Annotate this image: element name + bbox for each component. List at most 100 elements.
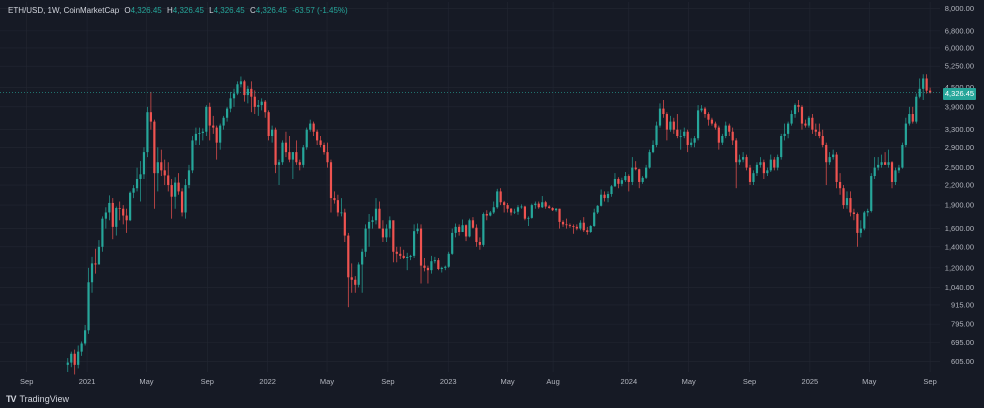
candle-body	[454, 226, 457, 233]
candle	[603, 191, 606, 202]
candle	[336, 194, 340, 217]
candle	[160, 149, 163, 177]
candle-body	[759, 162, 762, 165]
candle-body	[506, 205, 509, 209]
price-tick-label: 695.00	[951, 338, 974, 347]
candle-body	[239, 81, 243, 85]
candle-body	[825, 144, 828, 163]
candle	[821, 129, 824, 148]
candle	[728, 123, 731, 137]
candle-body	[416, 228, 419, 232]
candle-body	[142, 152, 146, 175]
candle	[399, 246, 402, 260]
candle	[104, 207, 107, 229]
tradingview-footer[interactable]: TV TradingView	[6, 394, 69, 404]
candle	[787, 121, 790, 139]
candle	[277, 159, 281, 186]
candle	[139, 161, 142, 202]
tradingview-brand: TradingView	[19, 394, 70, 404]
candle	[800, 105, 804, 130]
candle-body	[911, 114, 914, 122]
price-axis[interactable]: 8,000.00 6,800.00 6,000.00 5,250.00 4,500.00…	[945, 4, 974, 366]
candle	[766, 167, 769, 177]
candle-body	[496, 191, 499, 208]
candle	[312, 121, 315, 137]
candle	[115, 206, 118, 236]
candle-body	[201, 131, 204, 134]
candle	[586, 226, 589, 235]
candle-body	[634, 167, 637, 170]
candle	[191, 136, 194, 174]
candle-body	[343, 212, 346, 236]
price-tick-label: 795.00	[951, 320, 974, 329]
candle	[108, 195, 111, 221]
candle-body	[530, 205, 533, 218]
candle	[676, 114, 679, 139]
candle-body	[509, 208, 513, 213]
candle-body	[641, 177, 644, 182]
candle	[177, 173, 180, 195]
candle	[575, 224, 578, 231]
low-value: 4,326.45	[213, 6, 245, 15]
candle	[648, 149, 651, 169]
candle-body	[253, 96, 256, 107]
candle	[208, 102, 211, 141]
candle-body	[863, 212, 866, 229]
price-tick-label: 2,200.00	[945, 181, 974, 190]
candle-body	[883, 162, 887, 165]
candle-body	[347, 235, 350, 278]
candle	[503, 200, 506, 213]
candle-body	[444, 266, 447, 268]
candle	[80, 341, 83, 356]
candle-body	[738, 159, 741, 163]
candle-body	[485, 213, 488, 216]
candle	[925, 74, 928, 94]
candle-body	[645, 167, 648, 178]
candle	[887, 149, 890, 168]
candle-body	[575, 226, 578, 229]
candle-body	[326, 152, 329, 163]
candle-body	[409, 255, 412, 257]
candle-body	[901, 144, 904, 168]
candle-body	[104, 212, 107, 219]
candle-body	[807, 117, 810, 126]
candle	[901, 142, 904, 169]
candle	[440, 266, 443, 273]
candle-body	[624, 176, 627, 181]
symbol-title: ETH/USD, 1W, CoinMarketCap	[8, 6, 120, 15]
candle	[374, 198, 378, 225]
candle-body	[135, 178, 139, 189]
candle	[776, 154, 779, 171]
candle-body	[638, 169, 641, 182]
candle	[461, 219, 464, 233]
candle-body	[94, 263, 97, 265]
candle-body	[724, 125, 727, 137]
candle-body	[776, 157, 779, 168]
time-tick-label: May	[862, 377, 876, 386]
candle	[762, 159, 765, 179]
candle-body	[548, 206, 551, 208]
candle	[683, 127, 686, 139]
candle	[316, 129, 319, 145]
time-axis[interactable]: Sep 2021 May Sep 2022 May Sep 2023 May Aug 2024 May…	[20, 377, 937, 386]
candle-body	[437, 260, 440, 270]
time-tick-label: Sep	[923, 377, 936, 386]
candle	[149, 91, 152, 130]
candle-body	[412, 231, 416, 256]
candle-body	[586, 230, 589, 233]
candle	[70, 351, 73, 368]
price-tick-label: 5,250.00	[945, 62, 974, 71]
candle	[755, 162, 759, 177]
candle-body	[458, 226, 461, 233]
candle-body	[852, 212, 856, 214]
candle	[482, 212, 485, 247]
candle-body	[551, 207, 554, 211]
candle-body	[194, 133, 198, 141]
candle-body	[696, 110, 700, 139]
candle-body	[392, 220, 395, 252]
candle-body	[838, 181, 842, 189]
candle-body	[101, 218, 104, 247]
candle-body	[561, 221, 565, 225]
open-value: 4,326.45	[130, 6, 162, 15]
